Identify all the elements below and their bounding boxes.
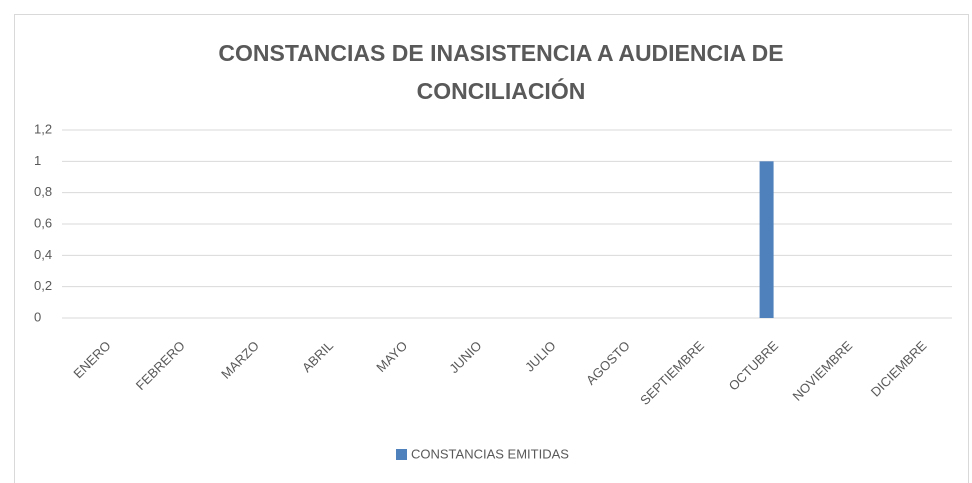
x-tick-label: ENERO xyxy=(70,338,113,381)
y-tick-label: 0,2 xyxy=(34,278,52,293)
y-tick-label: 0 xyxy=(34,309,41,324)
x-tick-label: MARZO xyxy=(218,338,262,382)
x-tick-label: SEPTIEMBRE xyxy=(637,338,707,408)
chart-frame xyxy=(14,14,969,483)
legend-swatch xyxy=(396,449,407,460)
y-tick-label: 0,4 xyxy=(34,247,52,262)
x-tick-label: OCTUBRE xyxy=(726,338,782,394)
chart-title: CONSTANCIAS DE INASISTENCIA A AUDIENCIA … xyxy=(218,40,784,104)
x-tick-label: ABRIL xyxy=(299,338,336,375)
bar xyxy=(759,161,774,318)
y-tick-label: 1,2 xyxy=(34,121,52,136)
x-tick-label: FEBRERO xyxy=(133,338,188,393)
legend-label: CONSTANCIAS EMITIDAS xyxy=(411,446,569,461)
x-tick-label: JULIO xyxy=(522,338,559,375)
y-tick-label: 0,6 xyxy=(34,215,52,230)
x-tick-label: DICIEMBRE xyxy=(868,338,930,400)
x-tick-label: AGOSTO xyxy=(583,338,633,388)
x-tick-label: NOVIEMBRE xyxy=(790,338,856,404)
x-tick-label: MAYO xyxy=(373,338,410,375)
x-tick-label: JUNIO xyxy=(446,338,484,376)
y-tick-label: 0,8 xyxy=(34,184,52,199)
y-tick-label: 1 xyxy=(34,153,41,168)
